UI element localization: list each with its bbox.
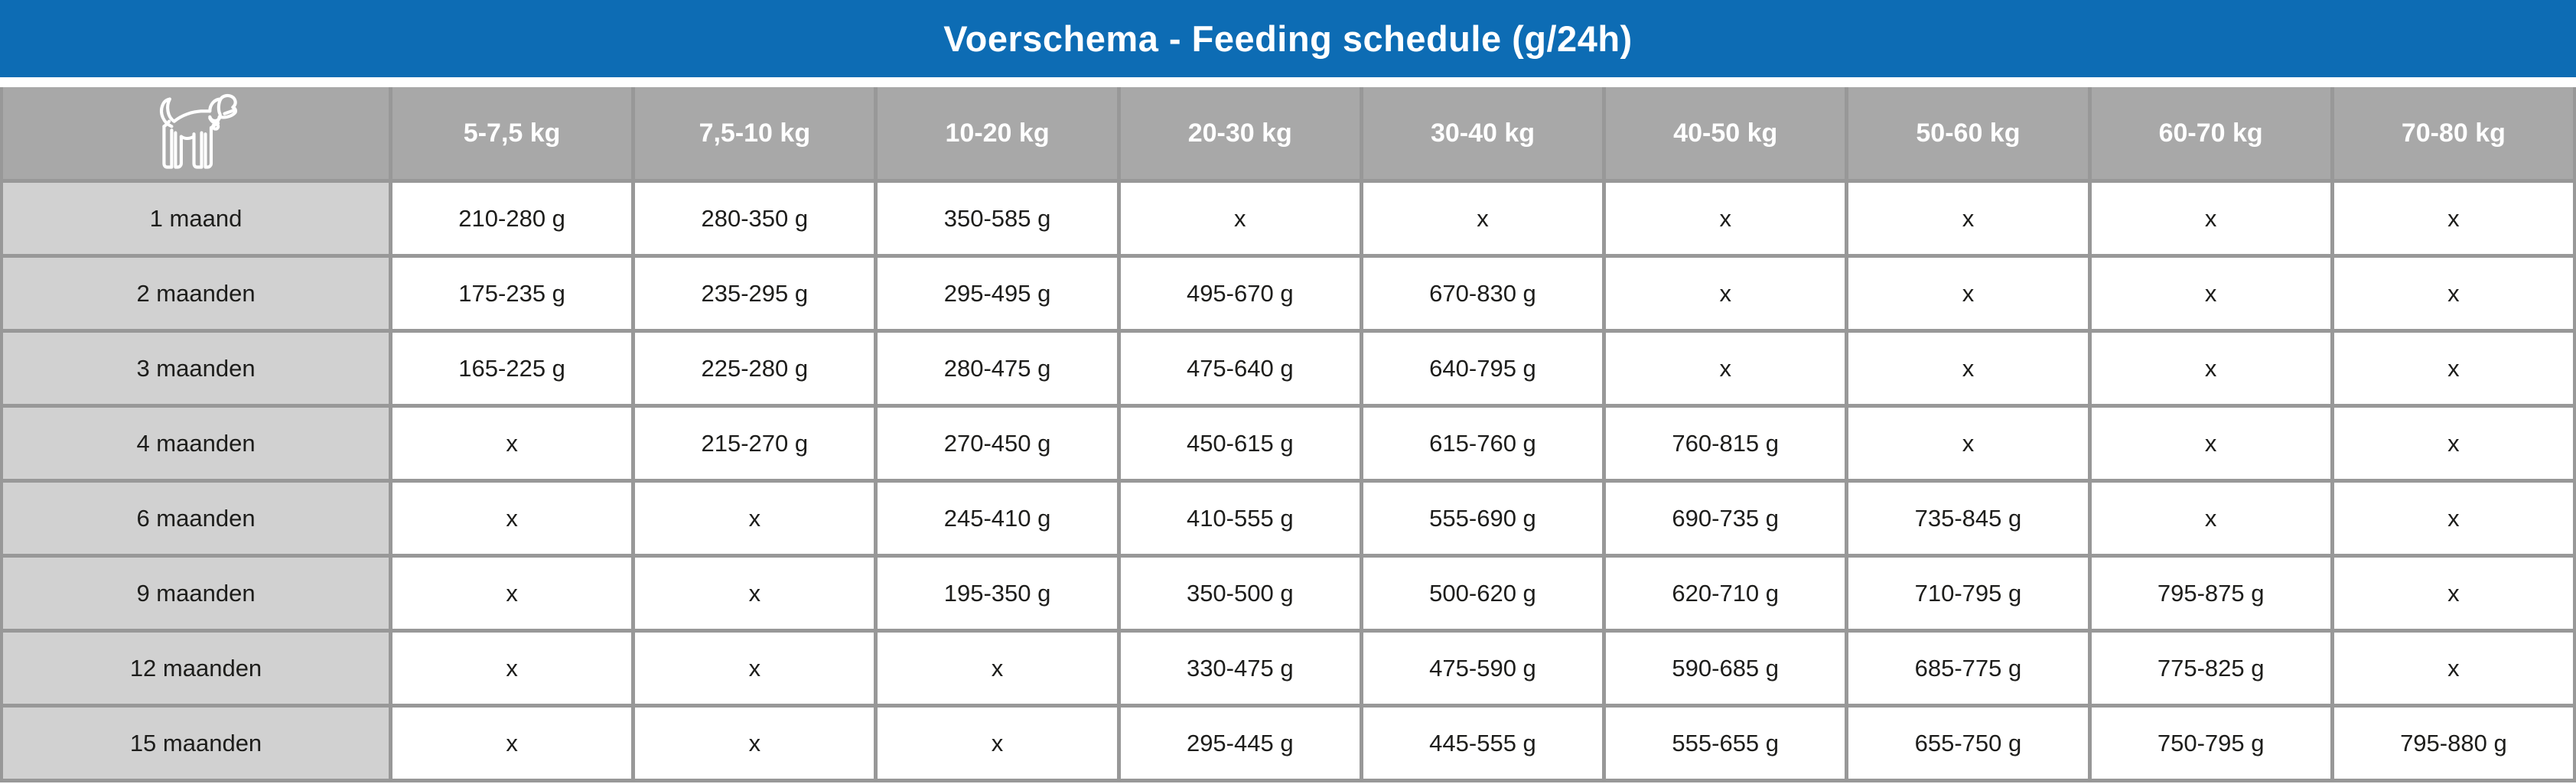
feeding-amount-cell: 555-690 g [1363, 483, 1603, 554]
no-data-cell: x [2333, 258, 2573, 329]
feeding-amount-cell: 735-845 g [1848, 483, 2088, 554]
weight-column-header: 40-50 kg [1606, 87, 1845, 179]
feeding-amount-cell: 500-620 g [1363, 558, 1603, 629]
weight-column-header: 7,5-10 kg [635, 87, 874, 179]
no-data-cell: x [2091, 333, 2330, 404]
feeding-amount-cell: 655-750 g [1848, 708, 2088, 779]
age-row-label: 9 maanden [3, 558, 389, 629]
no-data-cell: x [1363, 183, 1603, 254]
age-row-label: 15 maanden [3, 708, 389, 779]
no-data-cell: x [1848, 258, 2088, 329]
no-data-cell: x [635, 558, 874, 629]
no-data-cell: x [1848, 408, 2088, 479]
no-data-cell: x [2091, 483, 2330, 554]
feeding-amount-cell: 350-585 g [878, 183, 1117, 254]
feeding-amount-cell: 750-795 g [2091, 708, 2330, 779]
corner-header-cell [3, 87, 389, 179]
feeding-amount-cell: 795-875 g [2091, 558, 2330, 629]
feeding-amount-cell: 445-555 g [1363, 708, 1603, 779]
feeding-amount-cell: 495-670 g [1120, 258, 1360, 329]
no-data-cell: x [1606, 333, 1845, 404]
no-data-cell: x [2091, 408, 2330, 479]
no-data-cell: x [1848, 183, 2088, 254]
weight-column-header: 5-7,5 kg [392, 87, 632, 179]
title-divider [0, 77, 2576, 87]
age-row-label: 6 maanden [3, 483, 389, 554]
no-data-cell: x [2091, 258, 2330, 329]
no-data-cell: x [392, 708, 632, 779]
weight-column-header: 10-20 kg [878, 87, 1117, 179]
no-data-cell: x [392, 408, 632, 479]
feeding-amount-cell: 710-795 g [1848, 558, 2088, 629]
feeding-amount-cell: 620-710 g [1606, 558, 1845, 629]
no-data-cell: x [635, 708, 874, 779]
no-data-cell: x [2333, 558, 2573, 629]
feeding-amount-cell: 350-500 g [1120, 558, 1360, 629]
no-data-cell: x [392, 483, 632, 554]
feeding-amount-cell: 795-880 g [2333, 708, 2573, 779]
feeding-amount-cell: 410-555 g [1120, 483, 1360, 554]
feeding-amount-cell: 555-655 g [1606, 708, 1845, 779]
feeding-amount-cell: 235-295 g [635, 258, 874, 329]
no-data-cell: x [2333, 408, 2573, 479]
feeding-amount-cell: 225-280 g [635, 333, 874, 404]
feeding-amount-cell: 245-410 g [878, 483, 1117, 554]
age-row-label: 4 maanden [3, 408, 389, 479]
no-data-cell: x [1606, 183, 1845, 254]
feeding-amount-cell: 690-735 g [1606, 483, 1845, 554]
weight-column-header: 60-70 kg [2091, 87, 2330, 179]
age-row-label: 12 maanden [3, 633, 389, 704]
feeding-amount-cell: 640-795 g [1363, 333, 1603, 404]
feeding-amount-cell: 270-450 g [878, 408, 1117, 479]
no-data-cell: x [635, 633, 874, 704]
feeding-amount-cell: 475-640 g [1120, 333, 1360, 404]
no-data-cell: x [878, 708, 1117, 779]
feeding-amount-cell: 330-475 g [1120, 633, 1360, 704]
no-data-cell: x [1606, 258, 1845, 329]
table-title: Voerschema - Feeding schedule (g/24h) [0, 0, 2576, 77]
weight-column-header: 20-30 kg [1120, 87, 1360, 179]
dog-icon [159, 93, 238, 169]
weight-column-header: 50-60 kg [1848, 87, 2088, 179]
feeding-schedule-table: 5-7,5 kg 7,5-10 kg 10-20 kg 20-30 kg 30-40 k… [0, 87, 2576, 782]
no-data-cell: x [635, 483, 874, 554]
no-data-cell: x [2091, 183, 2330, 254]
feeding-amount-cell: 215-270 g [635, 408, 874, 479]
no-data-cell: x [2333, 483, 2573, 554]
feeding-amount-cell: 775-825 g [2091, 633, 2330, 704]
feeding-amount-cell: 175-235 g [392, 258, 632, 329]
no-data-cell: x [1120, 183, 1360, 254]
no-data-cell: x [1848, 333, 2088, 404]
feeding-amount-cell: 295-495 g [878, 258, 1117, 329]
feeding-amount-cell: 670-830 g [1363, 258, 1603, 329]
feeding-amount-cell: 280-350 g [635, 183, 874, 254]
feeding-amount-cell: 685-775 g [1848, 633, 2088, 704]
age-row-label: 1 maand [3, 183, 389, 254]
feeding-amount-cell: 615-760 g [1363, 408, 1603, 479]
feeding-amount-cell: 590-685 g [1606, 633, 1845, 704]
feeding-amount-cell: 210-280 g [392, 183, 632, 254]
no-data-cell: x [2333, 333, 2573, 404]
weight-column-header: 30-40 kg [1363, 87, 1603, 179]
weight-column-header: 70-80 kg [2333, 87, 2573, 179]
age-row-label: 3 maanden [3, 333, 389, 404]
no-data-cell: x [392, 558, 632, 629]
feeding-amount-cell: 195-350 g [878, 558, 1117, 629]
no-data-cell: x [2333, 183, 2573, 254]
feeding-amount-cell: 165-225 g [392, 333, 632, 404]
no-data-cell: x [878, 633, 1117, 704]
feeding-amount-cell: 760-815 g [1606, 408, 1845, 479]
age-row-label: 2 maanden [3, 258, 389, 329]
feeding-amount-cell: 295-445 g [1120, 708, 1360, 779]
feeding-amount-cell: 450-615 g [1120, 408, 1360, 479]
no-data-cell: x [2333, 633, 2573, 704]
feeding-amount-cell: 280-475 g [878, 333, 1117, 404]
feeding-amount-cell: 475-590 g [1363, 633, 1603, 704]
no-data-cell: x [392, 633, 632, 704]
